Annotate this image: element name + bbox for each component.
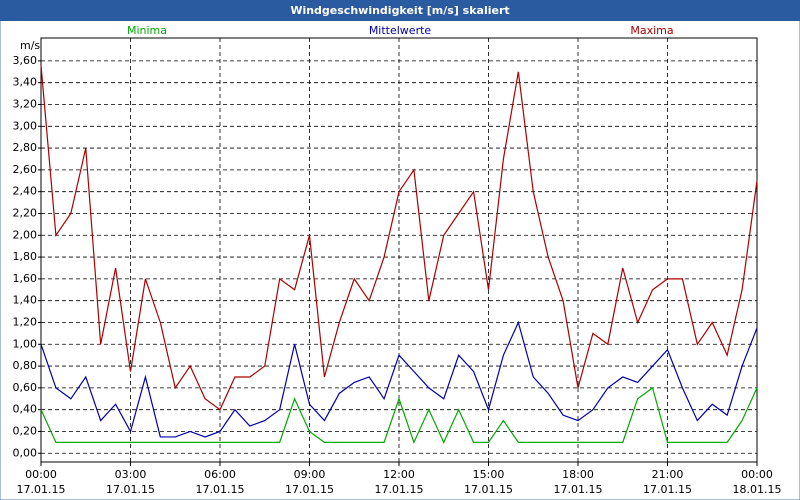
legend-entry: Mittelwerte	[369, 24, 432, 37]
y-tick-label: 1,60	[13, 272, 38, 285]
y-tick-label: 0,20	[13, 424, 38, 437]
y-tick-label: 1,00	[13, 337, 38, 350]
y-tick-label: 3,20	[13, 97, 38, 110]
y-tick-label: 1,20	[13, 315, 38, 328]
title-bar	[0, 0, 800, 21]
y-tick-label: 0,60	[13, 381, 38, 394]
y-tick-label: 3,60	[13, 54, 38, 67]
x-tick-label: 03:00 17.01.15	[106, 468, 155, 496]
y-tick-label: 1,80	[13, 250, 38, 263]
y-tick-label: 0,80	[13, 359, 38, 372]
x-tick-label: 06:00 17.01.15	[196, 468, 245, 496]
y-tick-label: 3,40	[13, 76, 38, 89]
y-tick-label: 2,60	[13, 163, 38, 176]
legend-entry: Maxima	[630, 24, 673, 37]
x-tick-label: 15:00 17.01.15	[464, 468, 513, 496]
x-tick-label: 18:00 17.01.15	[554, 468, 603, 496]
y-tick-label: 2,20	[13, 206, 38, 219]
x-tick-label: 21:00 17.01.15	[643, 468, 692, 496]
y-tick-label: 2,00	[13, 228, 38, 241]
x-tick-label: 00:00 17.01.15	[17, 468, 66, 496]
chart-title: Windgeschwindigkeit [m/s] skaliert	[290, 4, 509, 17]
x-tick-label: 00:00 18.01.15	[733, 468, 782, 496]
y-tick-label: 2,40	[13, 185, 38, 198]
y-tick-label: 0,00	[13, 446, 38, 459]
y-tick-label: 3,00	[13, 119, 38, 132]
x-tick-label: 12:00 17.01.15	[375, 468, 424, 496]
legend-entry: Minima	[127, 24, 167, 37]
y-tick-label: 2,80	[13, 141, 38, 154]
data-line	[40, 65, 758, 411]
data-line	[40, 386, 758, 445]
x-tick-label: 09:00 17.01.15	[285, 468, 334, 496]
data-line	[40, 320, 758, 438]
y-tick-label: 1,40	[13, 294, 38, 307]
y-axis-unit: m/s	[20, 39, 40, 52]
y-tick-label: 0,40	[13, 403, 38, 416]
